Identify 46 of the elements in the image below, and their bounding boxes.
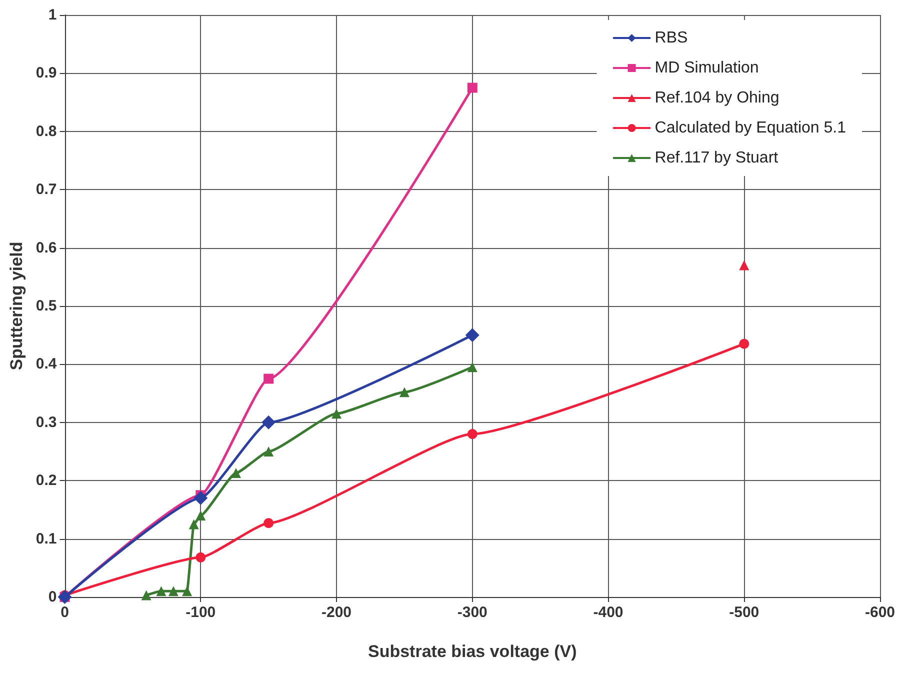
point (188, 519, 199, 530)
point (739, 260, 750, 270)
legend-label: Calculated by Equation 5.1 (654, 120, 846, 136)
y-tick-label: 0.3 (36, 414, 57, 431)
y-axis-title: Sputtering yield (7, 242, 26, 370)
point (230, 468, 241, 478)
x-tick-label: -100 (186, 604, 216, 621)
point (332, 408, 342, 419)
point (264, 446, 274, 456)
x-tick-label: -600 (864, 604, 896, 621)
x-tick-label: 0 (60, 604, 69, 621)
x-tick-label: -500 (729, 604, 760, 621)
y-tick-label: 0.9 (36, 64, 57, 82)
point (156, 586, 166, 596)
point (196, 552, 206, 562)
point (467, 429, 478, 440)
point (182, 586, 192, 596)
point (465, 328, 480, 342)
point (168, 586, 178, 596)
y-tick-label: 1 (48, 6, 57, 24)
point (196, 510, 206, 521)
point (141, 590, 152, 600)
y-tick-label: 0.8 (36, 122, 57, 140)
point (262, 415, 276, 430)
legend-label: Ref.117 by Stuart (654, 150, 779, 166)
y-tick-label: 0.2 (36, 472, 57, 490)
legend-label: Ref.104 by Ohing (654, 90, 780, 106)
y-tick-label: 0.6 (36, 239, 57, 256)
point (467, 362, 478, 372)
y-tick-label: 0.7 (36, 181, 57, 198)
y-tick-label: 0.5 (36, 298, 57, 314)
y-tick-label: 0.4 (36, 356, 58, 373)
y-tick-label: 0 (48, 588, 57, 606)
x-tick-label: -400 (593, 604, 624, 621)
point (467, 82, 478, 93)
point (194, 491, 208, 506)
legend-label: MD Simulation (654, 60, 759, 76)
point (739, 338, 750, 349)
legend-label: RBS (654, 30, 688, 46)
x-tick-label: -200 (321, 604, 352, 621)
point (399, 387, 410, 398)
point (264, 518, 274, 528)
x-axis-title: Substrate bias voltage (V) (368, 642, 577, 661)
x-tick-label: -300 (457, 604, 488, 621)
y-tick-label: 0.1 (36, 530, 57, 548)
point (264, 374, 274, 384)
